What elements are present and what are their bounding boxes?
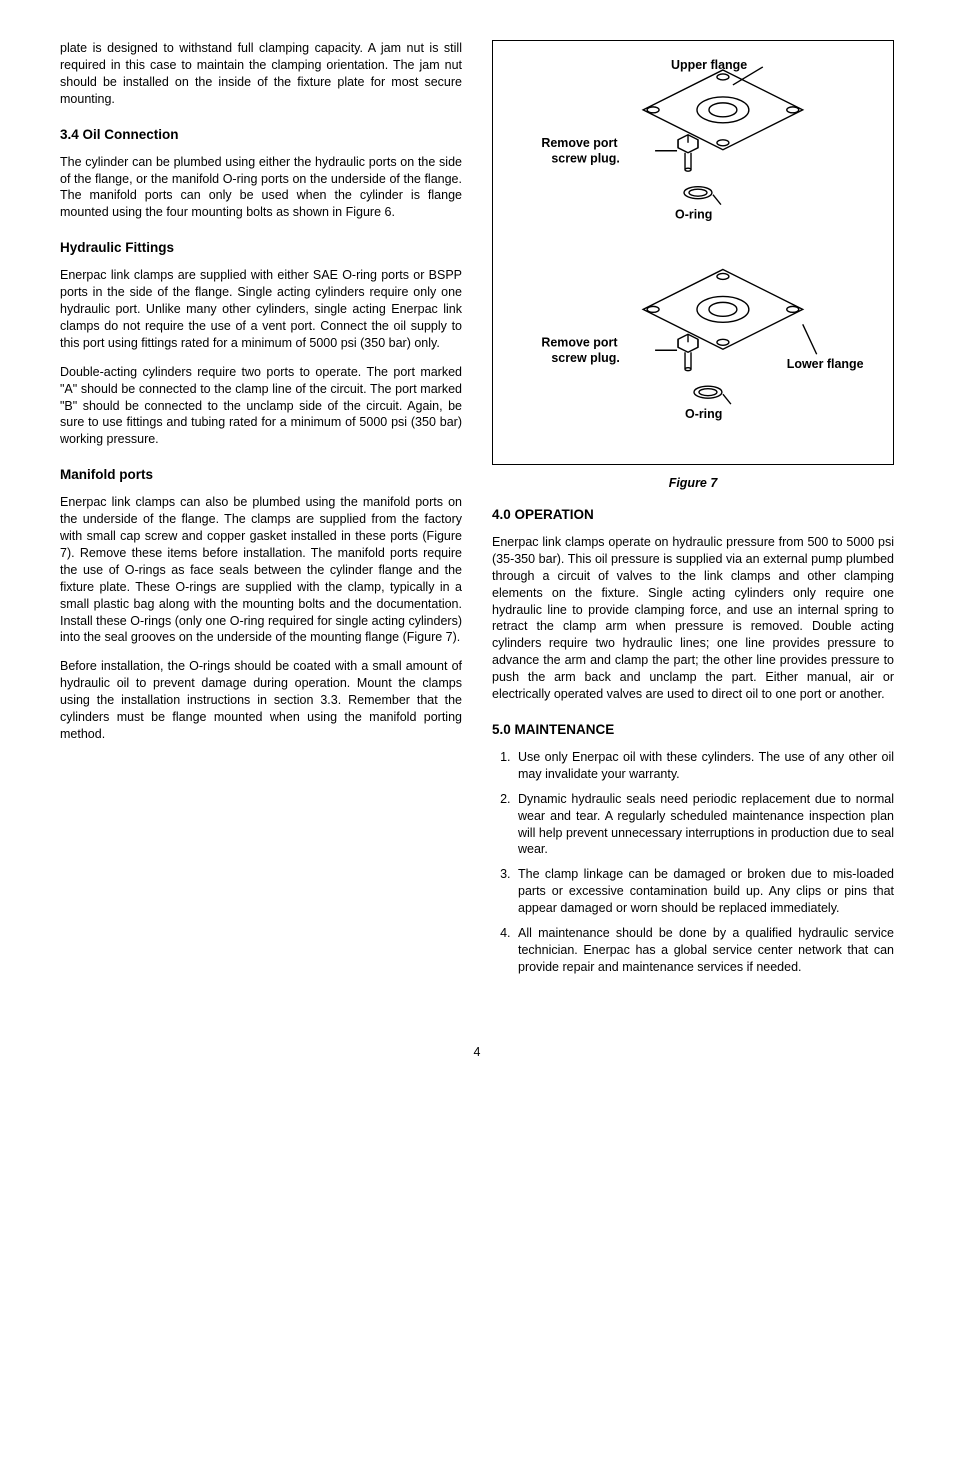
p-manifold-1: Enerpac link clamps can also be plumbed …: [60, 494, 462, 646]
maint-item-1: Use only Enerpac oil with these cylinder…: [514, 749, 894, 783]
figure-7-svg: Upper flange Remove port screw plug. O-r…: [503, 55, 883, 454]
label-remove-port-2a: Remove port: [541, 335, 617, 349]
p-oil: The cylinder can be plumbed using either…: [60, 154, 462, 222]
p-operation: Enerpac link clamps operate on hydraulic…: [492, 534, 894, 703]
maint-item-2: Dynamic hydraulic seals need periodic re…: [514, 791, 894, 859]
label-remove-port-1b: screw plug.: [551, 152, 620, 166]
maint-item-4: All maintenance should be done by a qual…: [514, 925, 894, 976]
heading-oil-connection: 3.4 Oil Connection: [60, 126, 462, 144]
heading-manifold: Manifold ports: [60, 466, 462, 484]
label-oring-1: O-ring: [675, 208, 712, 222]
figure-7-caption: Figure 7: [492, 475, 894, 492]
heading-hydraulic-fittings: Hydraulic Fittings: [60, 239, 462, 257]
page-columns: plate is designed to withstand full clam…: [60, 40, 894, 984]
maintenance-list: Use only Enerpac oil with these cylinder…: [492, 749, 894, 976]
label-lower-flange: Lower flange: [787, 357, 864, 371]
p-fittings-1: Enerpac link clamps are supplied with ei…: [60, 267, 462, 351]
maint-item-3: The clamp linkage can be damaged or brok…: [514, 866, 894, 917]
p-manifold-2: Before installation, the O-rings should …: [60, 658, 462, 742]
left-column: plate is designed to withstand full clam…: [60, 40, 462, 984]
page-number: 4: [60, 1044, 894, 1061]
label-remove-port-1a: Remove port: [541, 136, 617, 150]
p-fittings-2: Double-acting cylinders require two port…: [60, 364, 462, 448]
label-upper-flange: Upper flange: [671, 58, 747, 72]
label-oring-2: O-ring: [685, 407, 722, 421]
label-remove-port-2b: screw plug.: [551, 351, 620, 365]
intro-paragraph: plate is designed to withstand full clam…: [60, 40, 462, 108]
heading-operation: 4.0 OPERATION: [492, 506, 894, 524]
heading-maintenance: 5.0 MAINTENANCE: [492, 721, 894, 739]
right-column: Upper flange Remove port screw plug. O-r…: [492, 40, 894, 984]
figure-7-box: Upper flange Remove port screw plug. O-r…: [492, 40, 894, 465]
